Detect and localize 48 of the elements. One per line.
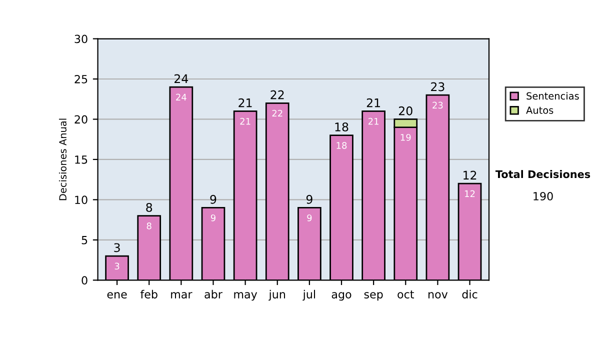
data-label: 22 <box>272 110 282 117</box>
x-tick-label: nov <box>428 292 448 298</box>
y-tick-label: 15 <box>75 156 88 164</box>
x-tick-label: abr <box>204 290 222 298</box>
y-tick-label: 10 <box>75 196 88 204</box>
total-label: 22 <box>270 90 284 100</box>
x-tick-label: oct <box>398 290 414 298</box>
data-label: 24 <box>176 94 186 100</box>
y-tick-label: 0 <box>82 276 88 285</box>
x-tick-label: sep <box>364 292 383 301</box>
data-label: 23 <box>432 102 443 109</box>
x-tick-label: dic <box>462 290 478 298</box>
y-tick-label: 20 <box>74 115 88 124</box>
y-tick-label: 25 <box>74 74 88 84</box>
text: 190 <box>534 192 553 200</box>
total-label: 12 <box>464 170 476 180</box>
data-label: 9 <box>307 214 312 222</box>
y-axis-title: Decisiones Anual <box>58 118 66 200</box>
data-label: 12 <box>465 190 475 197</box>
legend-label: Autos <box>526 106 554 114</box>
data-label: 9 <box>210 214 216 222</box>
data-label: 8 <box>146 222 152 230</box>
x-tick-label: feb <box>140 290 158 298</box>
y-tick-label: 30 <box>74 34 88 44</box>
x-tick-label: mar <box>171 292 192 298</box>
total-label: 9 <box>210 194 216 204</box>
total-label: 3 <box>114 243 120 252</box>
total-label: 18 <box>335 122 348 132</box>
data-label: 3 <box>114 262 120 270</box>
total-label: 8 <box>146 202 152 212</box>
y-tick-label: 5 <box>82 236 88 244</box>
data-label: 19 <box>400 134 411 141</box>
total-label: 23 <box>431 82 444 92</box>
legend-label: Sentencias <box>526 92 579 100</box>
data-label: 21 <box>368 118 378 125</box>
total-label: 21 <box>238 98 252 108</box>
x-tick-label: ene <box>107 292 127 298</box>
x-tick-label: ago <box>332 292 352 301</box>
x-tick-label: may <box>234 292 258 301</box>
total-label: 21 <box>366 98 380 108</box>
data-label: 21 <box>240 118 250 125</box>
text: Total Decisiones <box>495 170 590 178</box>
total-label: 24 <box>174 74 188 83</box>
data-label: 18 <box>336 142 347 149</box>
total-label: 20 <box>398 106 412 116</box>
x-tick-label: jul <box>302 290 315 301</box>
total-label: 9 <box>306 194 312 204</box>
x-tick-label: jun <box>268 290 286 301</box>
